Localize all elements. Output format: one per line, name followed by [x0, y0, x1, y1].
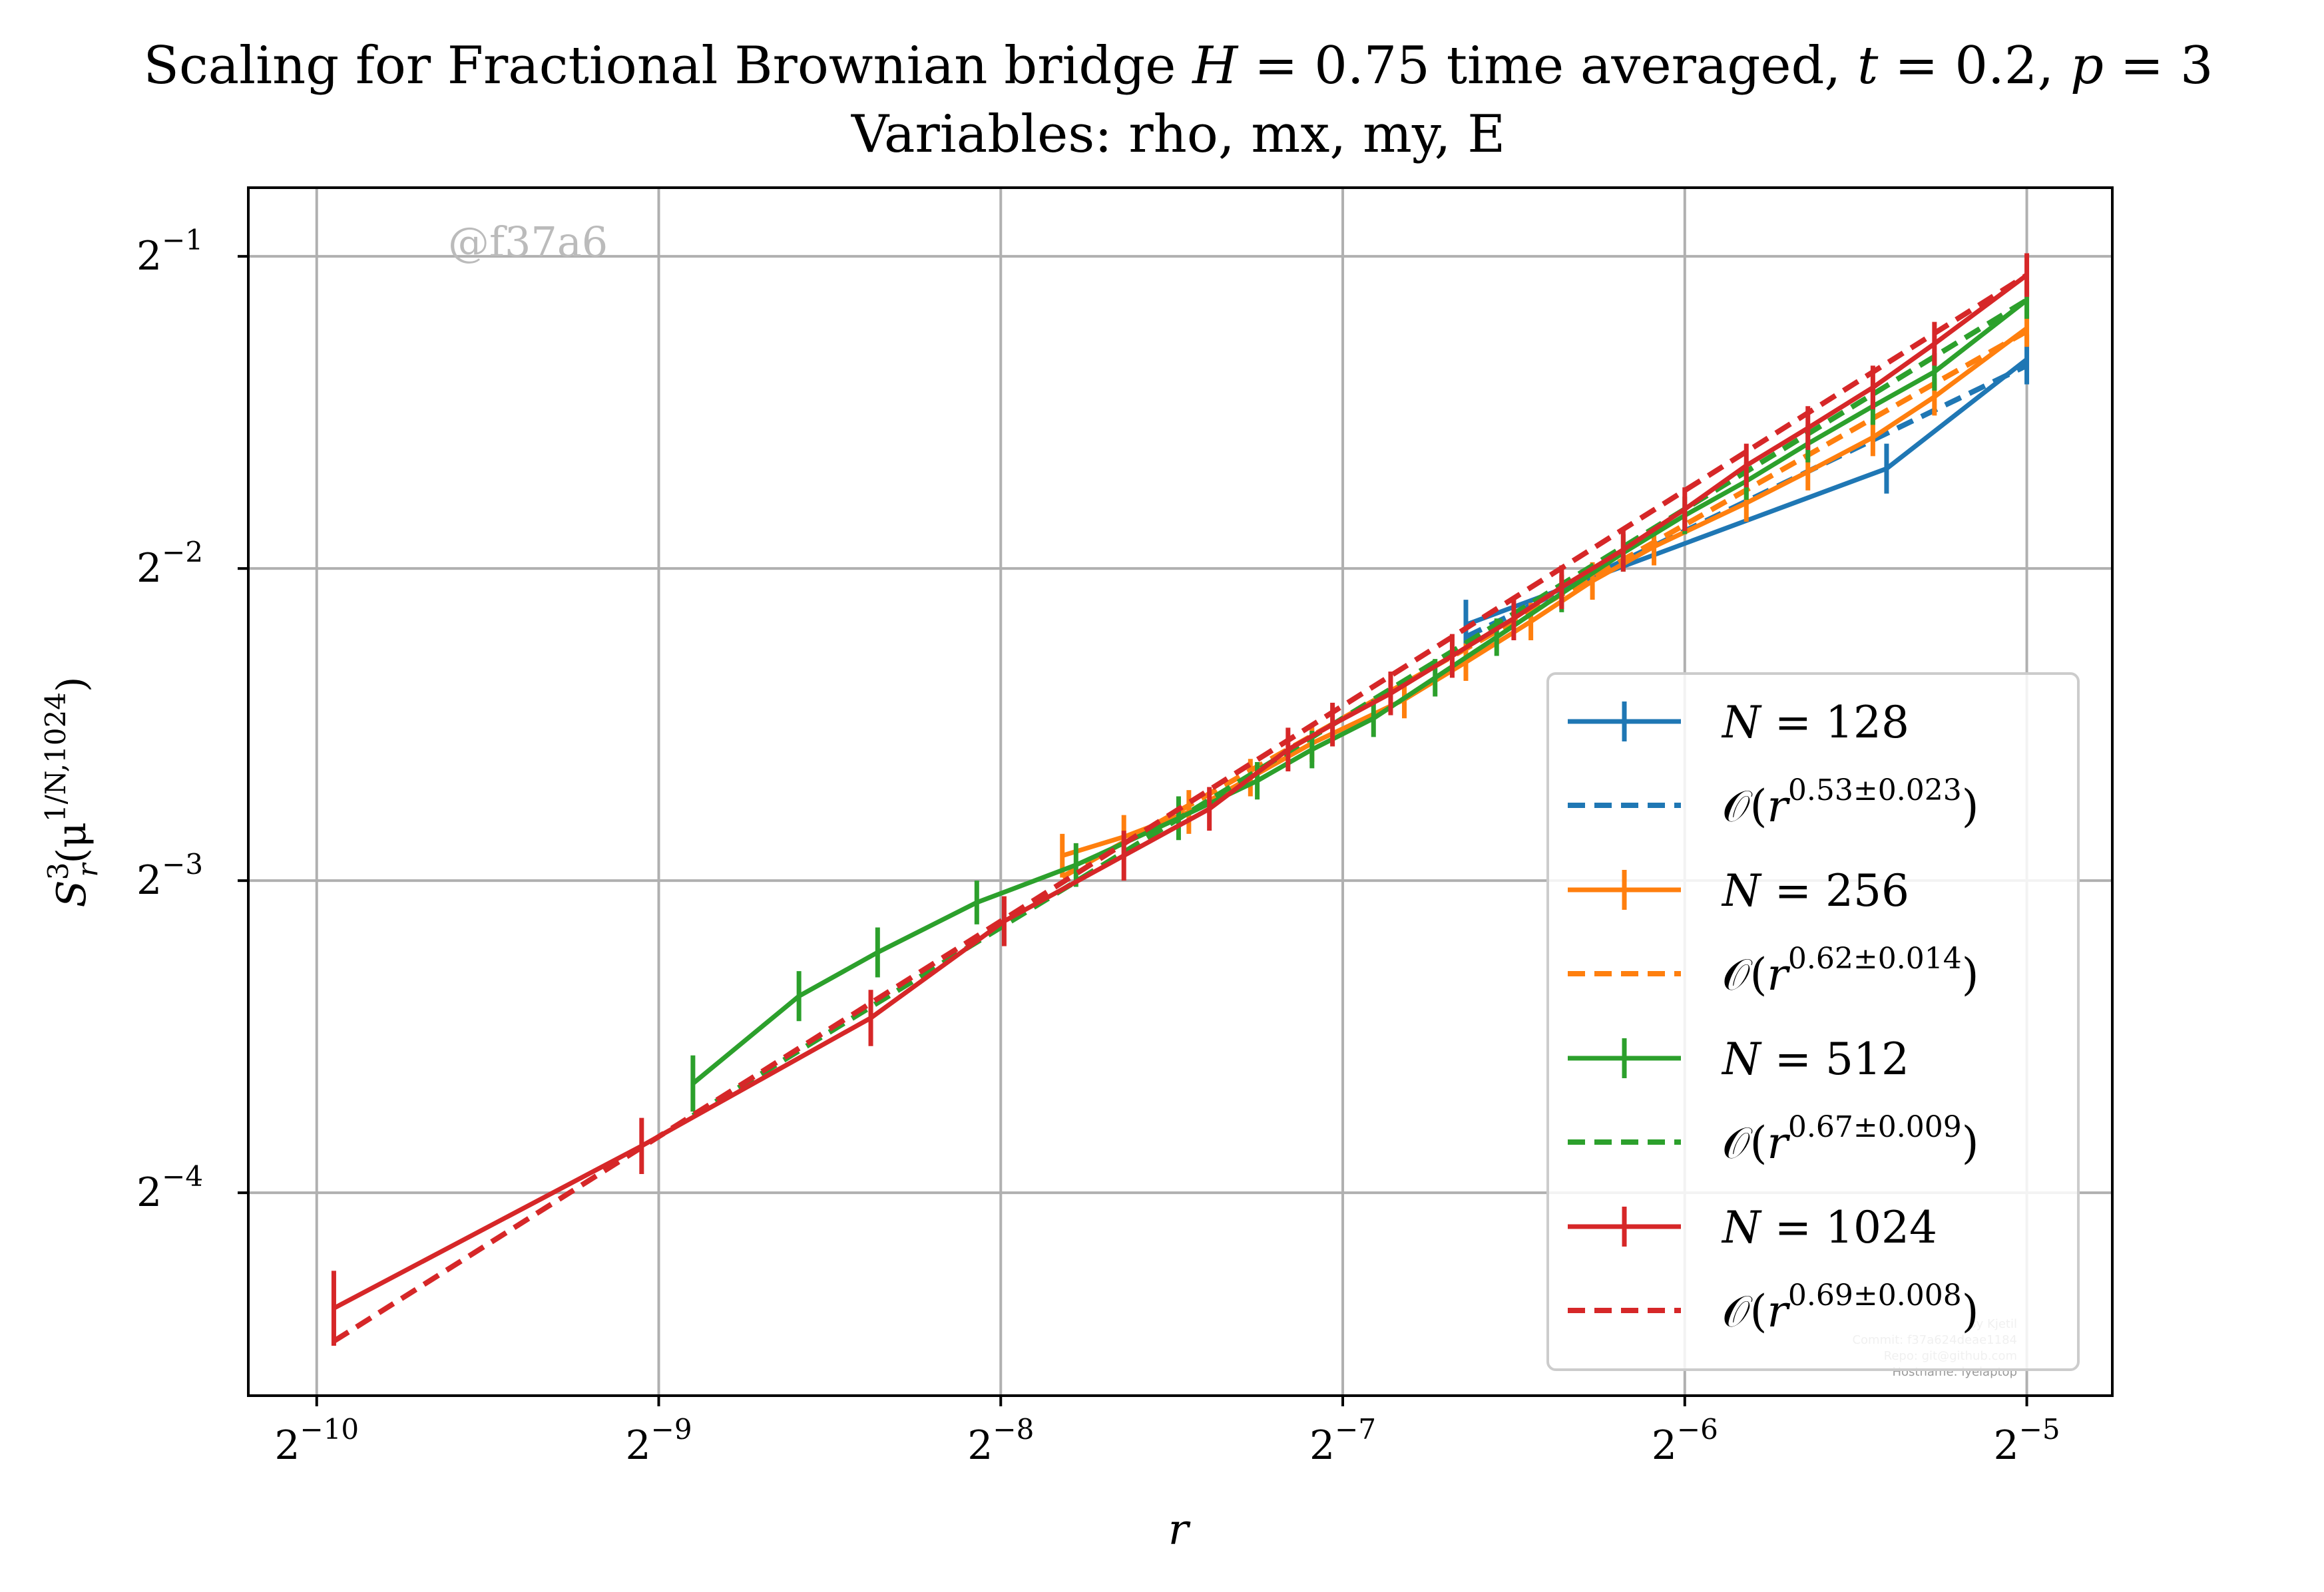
legend-fit-label: 𝒪(r0.62±0.014): [1722, 942, 1978, 1000]
x-axis: 2−10 2−9 2−8 2−7 2−6 2−5: [274, 1396, 2060, 1469]
y-axis: 2−1 2−2 2−3 2−4: [136, 224, 248, 1216]
x-tick-label: 2−9: [625, 1413, 692, 1469]
chart-title: Scaling for Fractional Brownian bridge H…: [144, 36, 2213, 96]
legend-label: N = 256: [1721, 865, 1909, 916]
legend-fit-label: 𝒪(r0.67±0.009): [1722, 1110, 1978, 1169]
y-axis-label: S3r(μ1/N,1024): [39, 677, 104, 908]
legend-fit-label: 𝒪(r0.69±0.008): [1722, 1279, 1978, 1337]
x-tick-label: 2−6: [1652, 1413, 1718, 1469]
y-tick-label: 2−3: [136, 848, 203, 904]
x-axis-label: r: [1168, 1505, 1191, 1555]
legend-box: [1546, 672, 2080, 1371]
y-tick-label: 2−2: [136, 536, 203, 592]
x-tick-label: 2−7: [1309, 1413, 1376, 1469]
legend-fit-label: 𝒪(r0.53±0.023): [1722, 773, 1978, 832]
legend: N = 128 𝒪(r0.53±0.023) N = 256 𝒪(r0.62±0.01…: [1546, 672, 2080, 1371]
series-1024: [331, 253, 2030, 1346]
y-tick-label: 2−4: [136, 1160, 203, 1216]
plot-marks: [331, 253, 2030, 1346]
x-tick-label: 2−8: [967, 1413, 1034, 1469]
y-tick-label: 2−1: [136, 224, 203, 280]
x-tick-label: 2−5: [1994, 1413, 2060, 1469]
watermark: @f37a6: [448, 218, 608, 266]
legend-label: N = 1024: [1721, 1202, 1937, 1253]
x-tick-label: 2−10: [274, 1413, 359, 1469]
legend-label: N = 512: [1721, 1034, 1909, 1085]
legend-label: N = 128: [1721, 697, 1909, 748]
plot-frame: [247, 186, 2114, 1397]
y-axis-label-text: S3r(μ1/N,1024): [39, 677, 104, 908]
chart-subtitle: Variables: rho, mx, my, E: [851, 104, 1505, 164]
